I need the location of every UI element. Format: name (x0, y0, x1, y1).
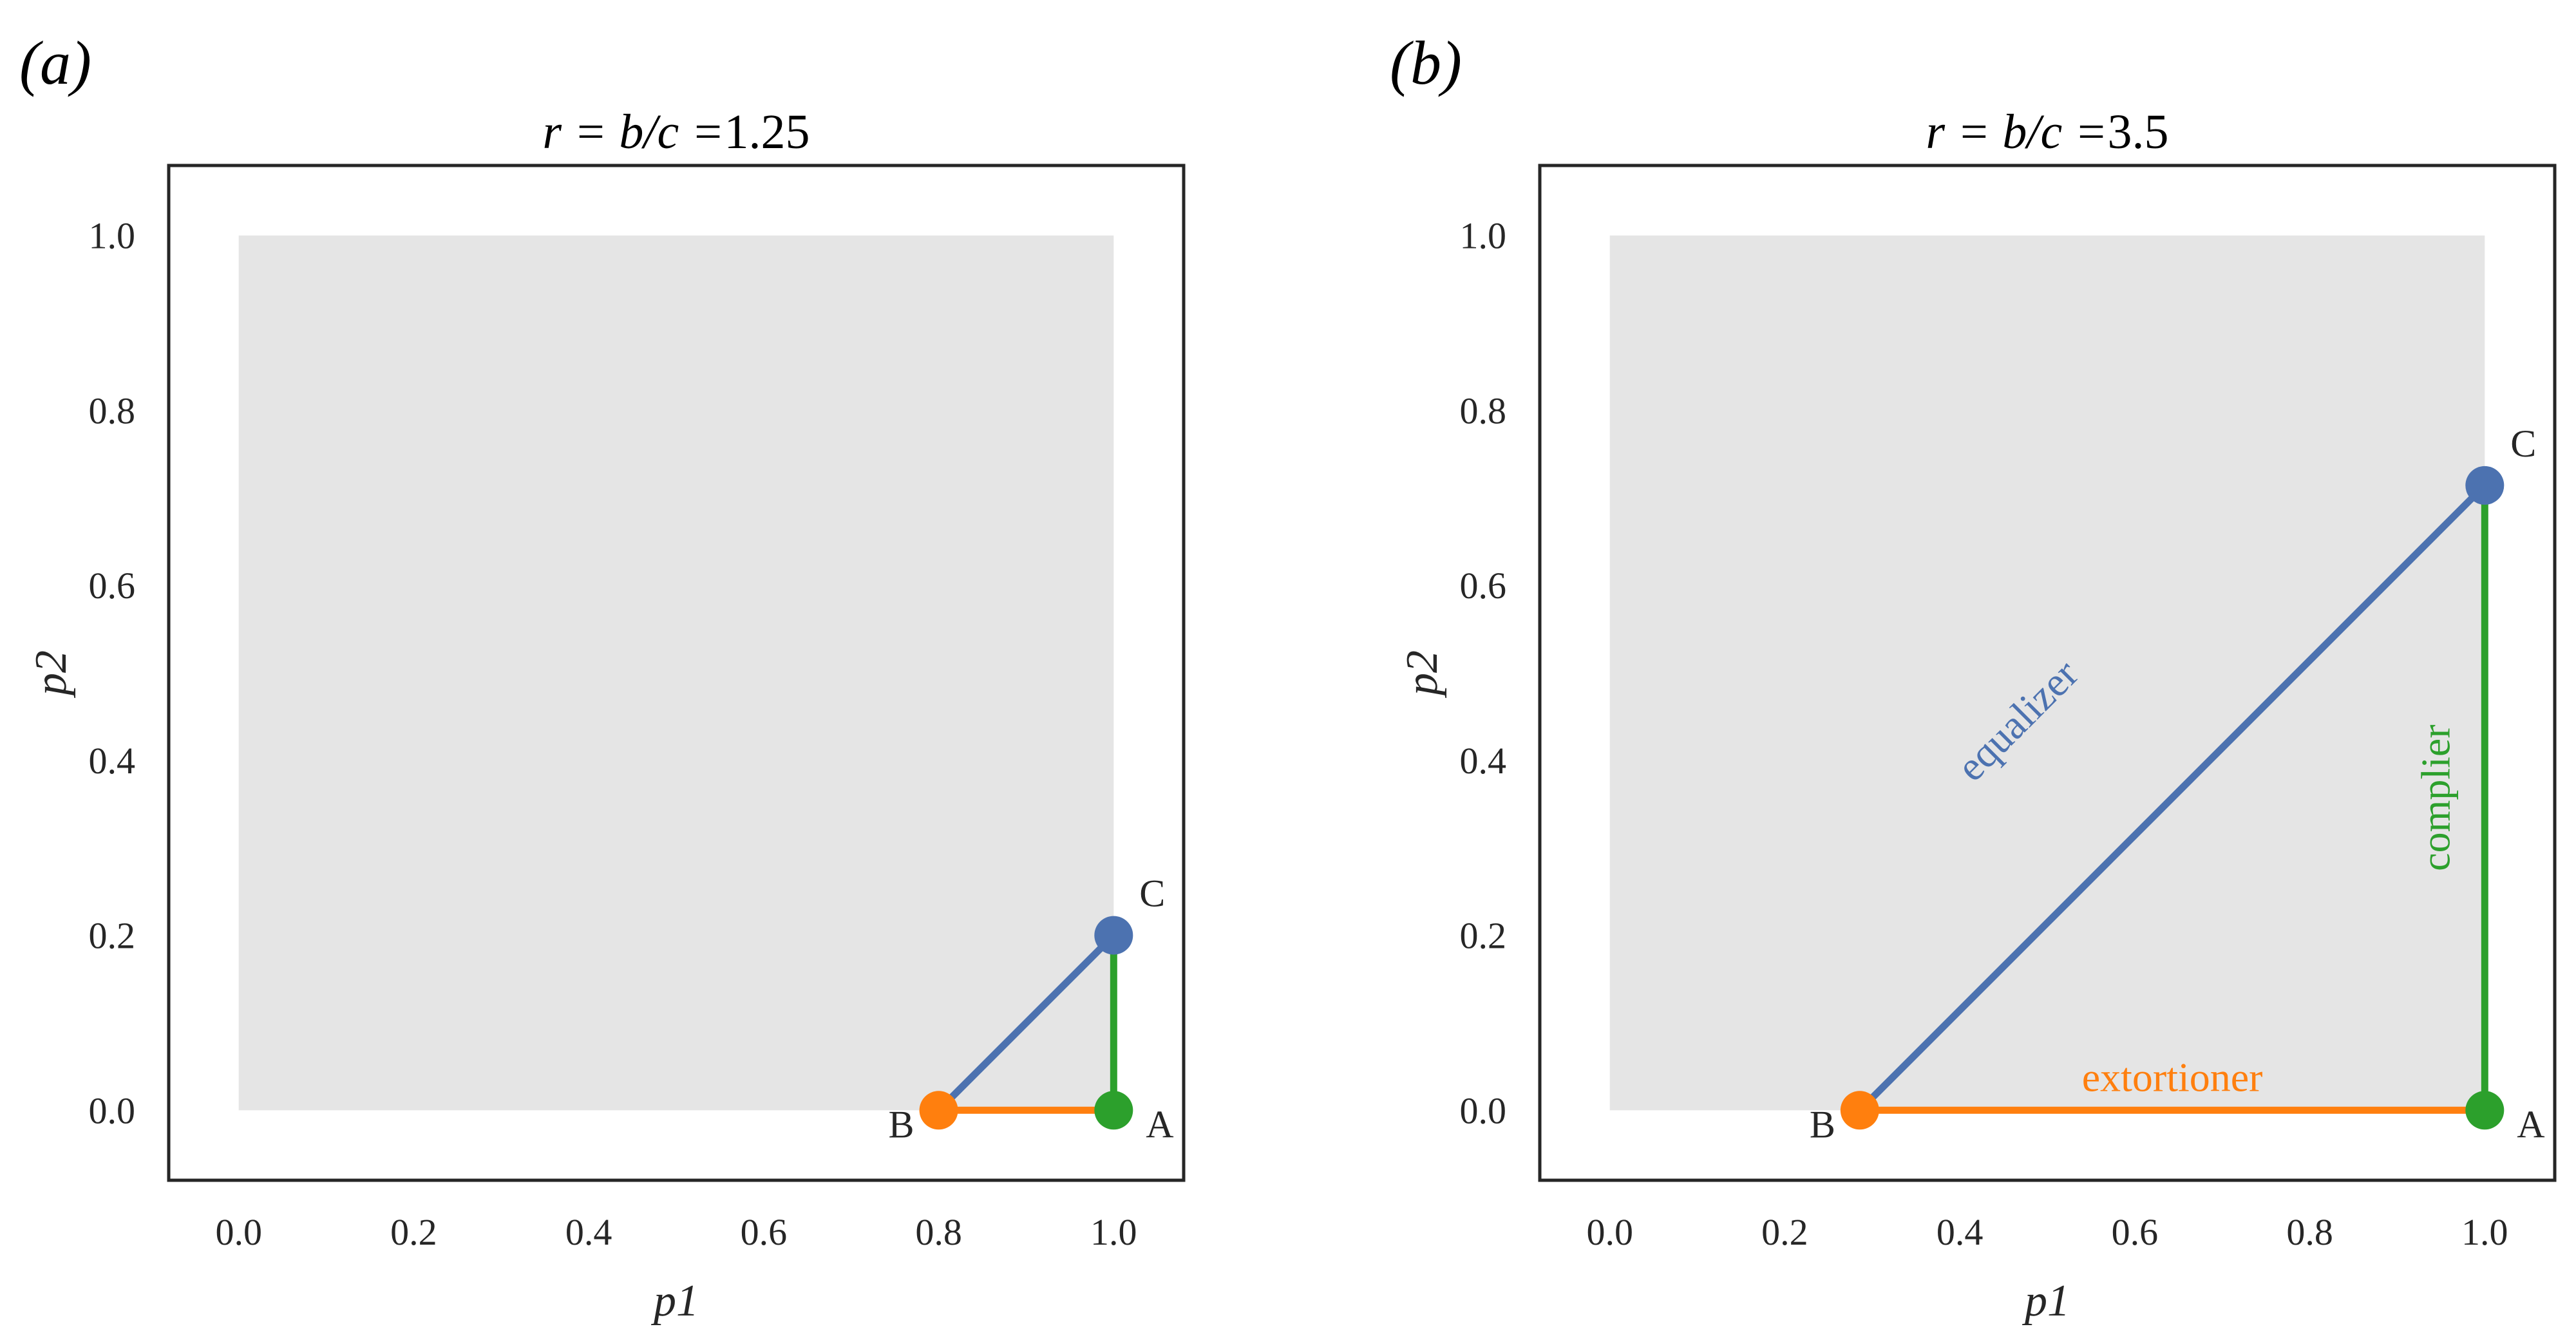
point-label-C: C (1139, 872, 1165, 915)
point-label-C: C (2510, 422, 2536, 465)
x-tick-label: 1.0 (2461, 1211, 2508, 1253)
y-tick-label: 1.0 (89, 215, 136, 257)
x-axis-label-text: p1 (650, 1276, 699, 1326)
y-tick-label: 0.8 (1460, 390, 1507, 431)
point-label-B: B (1810, 1103, 1835, 1145)
x-tick-label: 0.4 (565, 1211, 612, 1253)
panel-b: (b) r = b/c =3.5 0.0 0.2 0.4 0.6 0.8 1.0 0.0 0.2 0… (1390, 28, 2557, 1326)
chart-title: r = b/c =3.5 (1926, 105, 2169, 159)
x-tick-label: 0.8 (2286, 1211, 2333, 1253)
y-tick-label: 0.4 (89, 740, 136, 782)
title-value: 3.5 (2108, 105, 2169, 159)
segment-BC (1857, 482, 2488, 1113)
y-axis-label-text: p2 (26, 650, 76, 699)
x-tick-label: 0.8 (915, 1211, 962, 1253)
point-B (919, 1091, 958, 1130)
y-tick-label: 0.2 (89, 915, 136, 957)
x-axis-label: p1 (650, 1276, 699, 1326)
y-tick-label: 0.8 (89, 390, 136, 431)
y-tick-label: 1.0 (1460, 215, 1507, 257)
title-prefix: r = b/c = (543, 105, 724, 159)
panel-label: (a) (19, 28, 91, 97)
y-tick-label: 0.2 (1460, 915, 1507, 957)
x-tick-label: 0.4 (1937, 1211, 1984, 1253)
y-tick-label: 0.6 (89, 565, 136, 607)
panel-a: (a) r = b/c =1.25 0.0 0.2 0.4 0.6 0.8 1.0 0.0 0.2… (19, 28, 1186, 1326)
x-tick-label: 1.0 (1090, 1211, 1137, 1253)
x-tick-label: 0.2 (1761, 1211, 1808, 1253)
panel-label: (b) (1390, 28, 1462, 97)
y-tick-label: 0.4 (1460, 740, 1507, 782)
segment-BC (936, 932, 1117, 1113)
x-tick-label: 0.0 (215, 1211, 262, 1253)
x-tick-label: 0.6 (741, 1211, 788, 1253)
y-axis-label: p2 (1397, 650, 1447, 699)
point-A (1094, 1091, 1133, 1130)
y-tick-label: 0.6 (1460, 565, 1507, 607)
point-C (2465, 466, 2505, 505)
axes-frame (167, 164, 1186, 1182)
y-axis-label-text: p2 (1397, 650, 1447, 699)
x-tick-label: 0.2 (390, 1211, 437, 1253)
point-label-A: A (1146, 1103, 1173, 1145)
x-axis-label: p1 (2022, 1276, 2070, 1326)
segment-label-complier: complier (2412, 724, 2458, 871)
y-axis-label: p2 (26, 650, 76, 699)
axes-frame (1538, 164, 2557, 1182)
title-prefix: r = b/c = (1926, 105, 2108, 159)
title-value: 1.25 (724, 105, 810, 159)
feasible-region (1609, 235, 2485, 1111)
point-label-A: A (2517, 1103, 2544, 1145)
point-C (1094, 916, 1133, 955)
feasible-region (238, 235, 1114, 1111)
point-B (1840, 1091, 1879, 1130)
y-tick-label: 0.0 (1460, 1089, 1507, 1131)
point-label-B: B (889, 1103, 914, 1145)
point-A (2465, 1091, 2505, 1130)
chart-title: r = b/c =1.25 (543, 105, 810, 159)
y-tick-label: 0.0 (89, 1089, 136, 1131)
x-tick-label: 0.6 (2112, 1211, 2159, 1253)
x-tick-label: 0.0 (1586, 1211, 1633, 1253)
x-axis-label-text: p1 (2022, 1276, 2070, 1326)
segment-label-extortioner: extortioner (2082, 1054, 2263, 1100)
